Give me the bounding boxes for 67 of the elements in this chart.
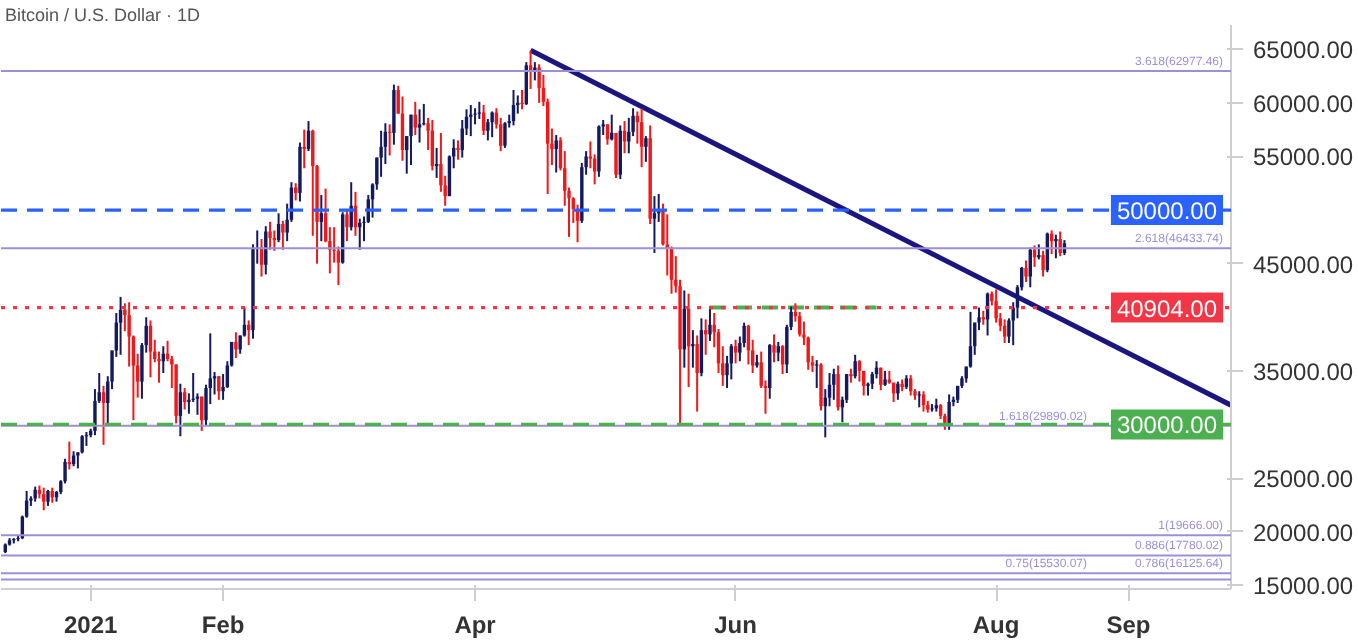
candlestick [234,331,238,359]
ref-line-label: 30000.00 [1116,411,1218,440]
candlestick [815,359,819,390]
candlestick [469,104,473,138]
candlestick [1054,233,1058,260]
y-tick-label: 25000.00 [1253,465,1354,494]
candlestick [554,134,558,174]
y-tick-label: 15000.00 [1253,572,1354,601]
candlestick [520,89,524,111]
candlestick [896,380,900,401]
y-tick-label: 60000.00 [1253,89,1354,118]
candlestick [42,486,46,512]
ref-line-label: 40904.00 [1116,294,1218,323]
y-tick-label: 35000.00 [1253,357,1354,386]
candlestick [1058,230,1062,258]
y-tick-label: 45000.00 [1253,250,1354,279]
candlestick [182,387,187,411]
candlestick [417,108,422,144]
candlestick [456,139,460,161]
candlestick [498,116,503,153]
x-tick-label: 2021 [63,611,119,639]
candlestick [319,194,324,243]
candlestick [392,83,396,146]
x-tick-label: Feb [201,611,245,639]
candlestick [652,195,657,254]
x-tick-label: Jun [714,611,757,639]
y-tick-label: 55000.00 [1253,143,1354,172]
candlestick [832,367,836,401]
candlestick [298,141,302,203]
candlestick [379,129,383,178]
candlestick [268,220,272,251]
candlestick [819,362,823,412]
candlestick [537,63,541,104]
candlestick [836,364,840,412]
candlestick [1024,259,1028,283]
candlestick [1041,249,1045,278]
candlestick [772,333,776,364]
candlestick [994,288,998,324]
x-tick-label: Sep [1106,611,1151,639]
candlestick [947,393,951,431]
x-tick-label: Apr [454,611,497,639]
candlestick [691,329,695,369]
candlestick [281,219,285,251]
candlestick [644,135,648,163]
candlestick [264,225,268,276]
candlestick [614,131,618,179]
candlestick [217,375,221,401]
candlestick [486,117,490,142]
candlestick [345,208,349,243]
y-tick-label: 20000.00 [1253,518,1354,547]
candlestick [490,110,494,139]
candlestick [853,353,857,380]
candlestick [776,340,780,363]
candlestick [695,334,699,413]
y-tick-label: 65000.00 [1253,36,1354,65]
candlestick [627,116,631,155]
candlestick [597,124,601,178]
candlestick [708,307,712,342]
candlestick [409,113,413,167]
candlestick [857,359,862,383]
x-tick-label: Aug [972,611,1020,639]
candlestick [503,121,507,149]
ref-line-label: 50000.00 [1116,197,1218,226]
chart-title: Bitcoin / U.S. Dollar · 1D [5,5,202,25]
candlestick [80,434,84,455]
candlestick [733,338,738,365]
candlestick [930,403,934,413]
